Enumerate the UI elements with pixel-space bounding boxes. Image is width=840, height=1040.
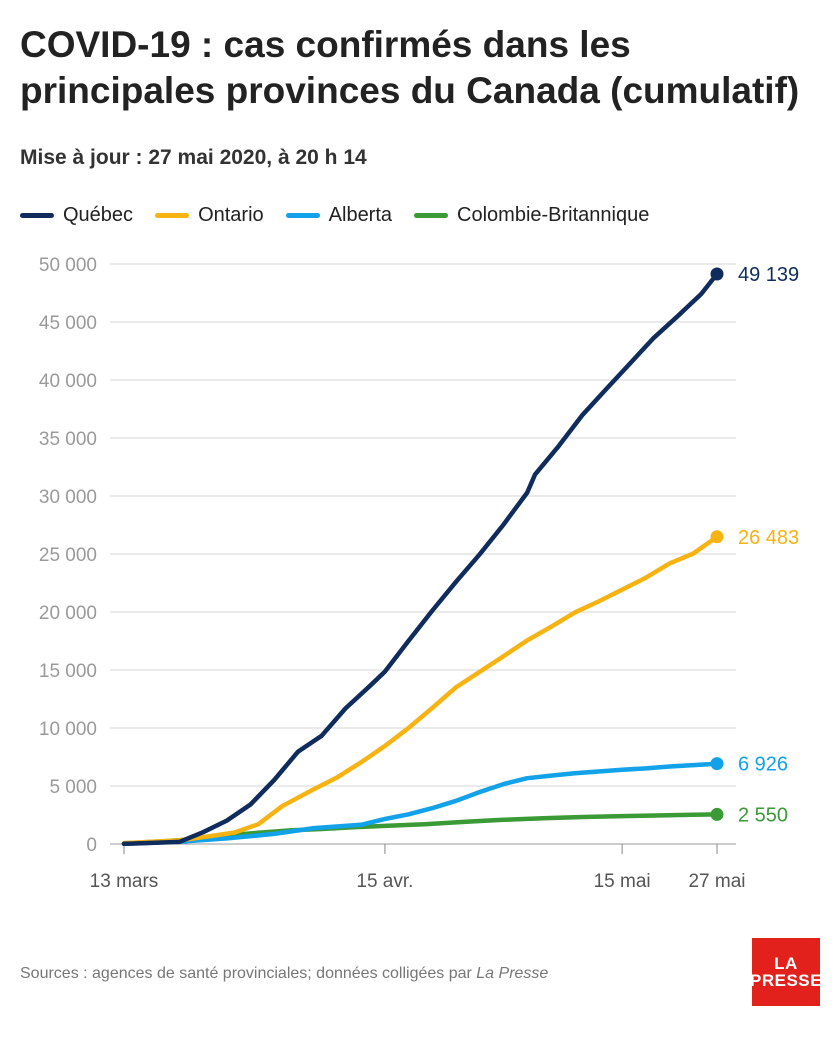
y-tick-label: 15 000 bbox=[39, 661, 97, 682]
legend-label-alberta: Alberta bbox=[328, 203, 393, 226]
legend-swatch-ontario bbox=[155, 212, 190, 218]
series-line-ontario bbox=[121, 534, 720, 846]
y-tick-label: 20 000 bbox=[39, 603, 97, 624]
x-tick-label: 15 avr. bbox=[356, 871, 413, 892]
y-tick-label: 30 000 bbox=[39, 487, 97, 508]
y-tick-label: 45 000 bbox=[39, 313, 97, 334]
legend-swatch-cb bbox=[414, 212, 449, 218]
legend-label-ontario: Ontario bbox=[198, 203, 264, 226]
logo-line-1: LA bbox=[774, 954, 798, 973]
end-value-label-ontario: 26 483 bbox=[738, 527, 799, 549]
source-text: Sources : agences de santé provinciales;… bbox=[20, 965, 477, 982]
x-tick-label: 27 mai bbox=[688, 871, 745, 892]
legend-item-ontario: Ontario bbox=[155, 204, 264, 227]
y-tick-label: 40 000 bbox=[39, 371, 97, 392]
x-tick-label: 15 mai bbox=[594, 871, 651, 892]
line-chart: 0 5 000 10 000 15 000 20 000 25 000 30 000 35 0… bbox=[39, 255, 799, 892]
source-publication: La Presse bbox=[476, 965, 549, 982]
legend-swatch-alberta bbox=[285, 212, 320, 218]
legend-label-quebec: Québec bbox=[63, 203, 134, 226]
y-tick-label: 0 bbox=[86, 835, 97, 856]
y-tick-label: 5 000 bbox=[49, 777, 97, 798]
legend-label-cb: Colombie-Britannique bbox=[457, 203, 650, 226]
y-tick-label: 10 000 bbox=[39, 719, 97, 740]
end-value-label-alberta: 6 926 bbox=[738, 754, 788, 776]
update-timestamp: Mise à jour : 27 mai 2020, à 20 h 14 bbox=[20, 146, 367, 169]
series-line-quebec bbox=[121, 271, 720, 847]
end-value-label-cb: 2 550 bbox=[738, 804, 788, 826]
chart-title: COVID-19 : cas confirmés dans les princi… bbox=[20, 24, 800, 111]
series-line-alberta bbox=[121, 761, 720, 846]
end-point-quebec bbox=[710, 267, 724, 281]
legend-item-alberta: Alberta bbox=[285, 203, 393, 227]
logo-line-2: PRESSE bbox=[750, 971, 822, 990]
legend-item-quebec: Québec bbox=[20, 204, 133, 227]
y-tick-label: 35 000 bbox=[39, 429, 97, 450]
x-tick-label: 13 mars bbox=[90, 871, 159, 892]
end-point-cb bbox=[710, 807, 724, 821]
legend-swatch-quebec bbox=[20, 212, 54, 218]
source-note: Sources : agences de santé provinciales;… bbox=[20, 965, 548, 983]
end-point-alberta bbox=[710, 757, 724, 771]
end-point-ontario bbox=[710, 530, 724, 544]
la-presse-logo: LA PRESSE bbox=[750, 938, 822, 1006]
legend-item-cb: Colombie-Britannique bbox=[414, 204, 649, 227]
chart-legend: Québec Ontario Alberta Colombie-Britanni… bbox=[20, 202, 649, 228]
end-value-label-quebec: 49 139 bbox=[738, 264, 799, 286]
y-tick-label: 50 000 bbox=[39, 255, 97, 276]
y-tick-label: 25 000 bbox=[39, 545, 97, 566]
